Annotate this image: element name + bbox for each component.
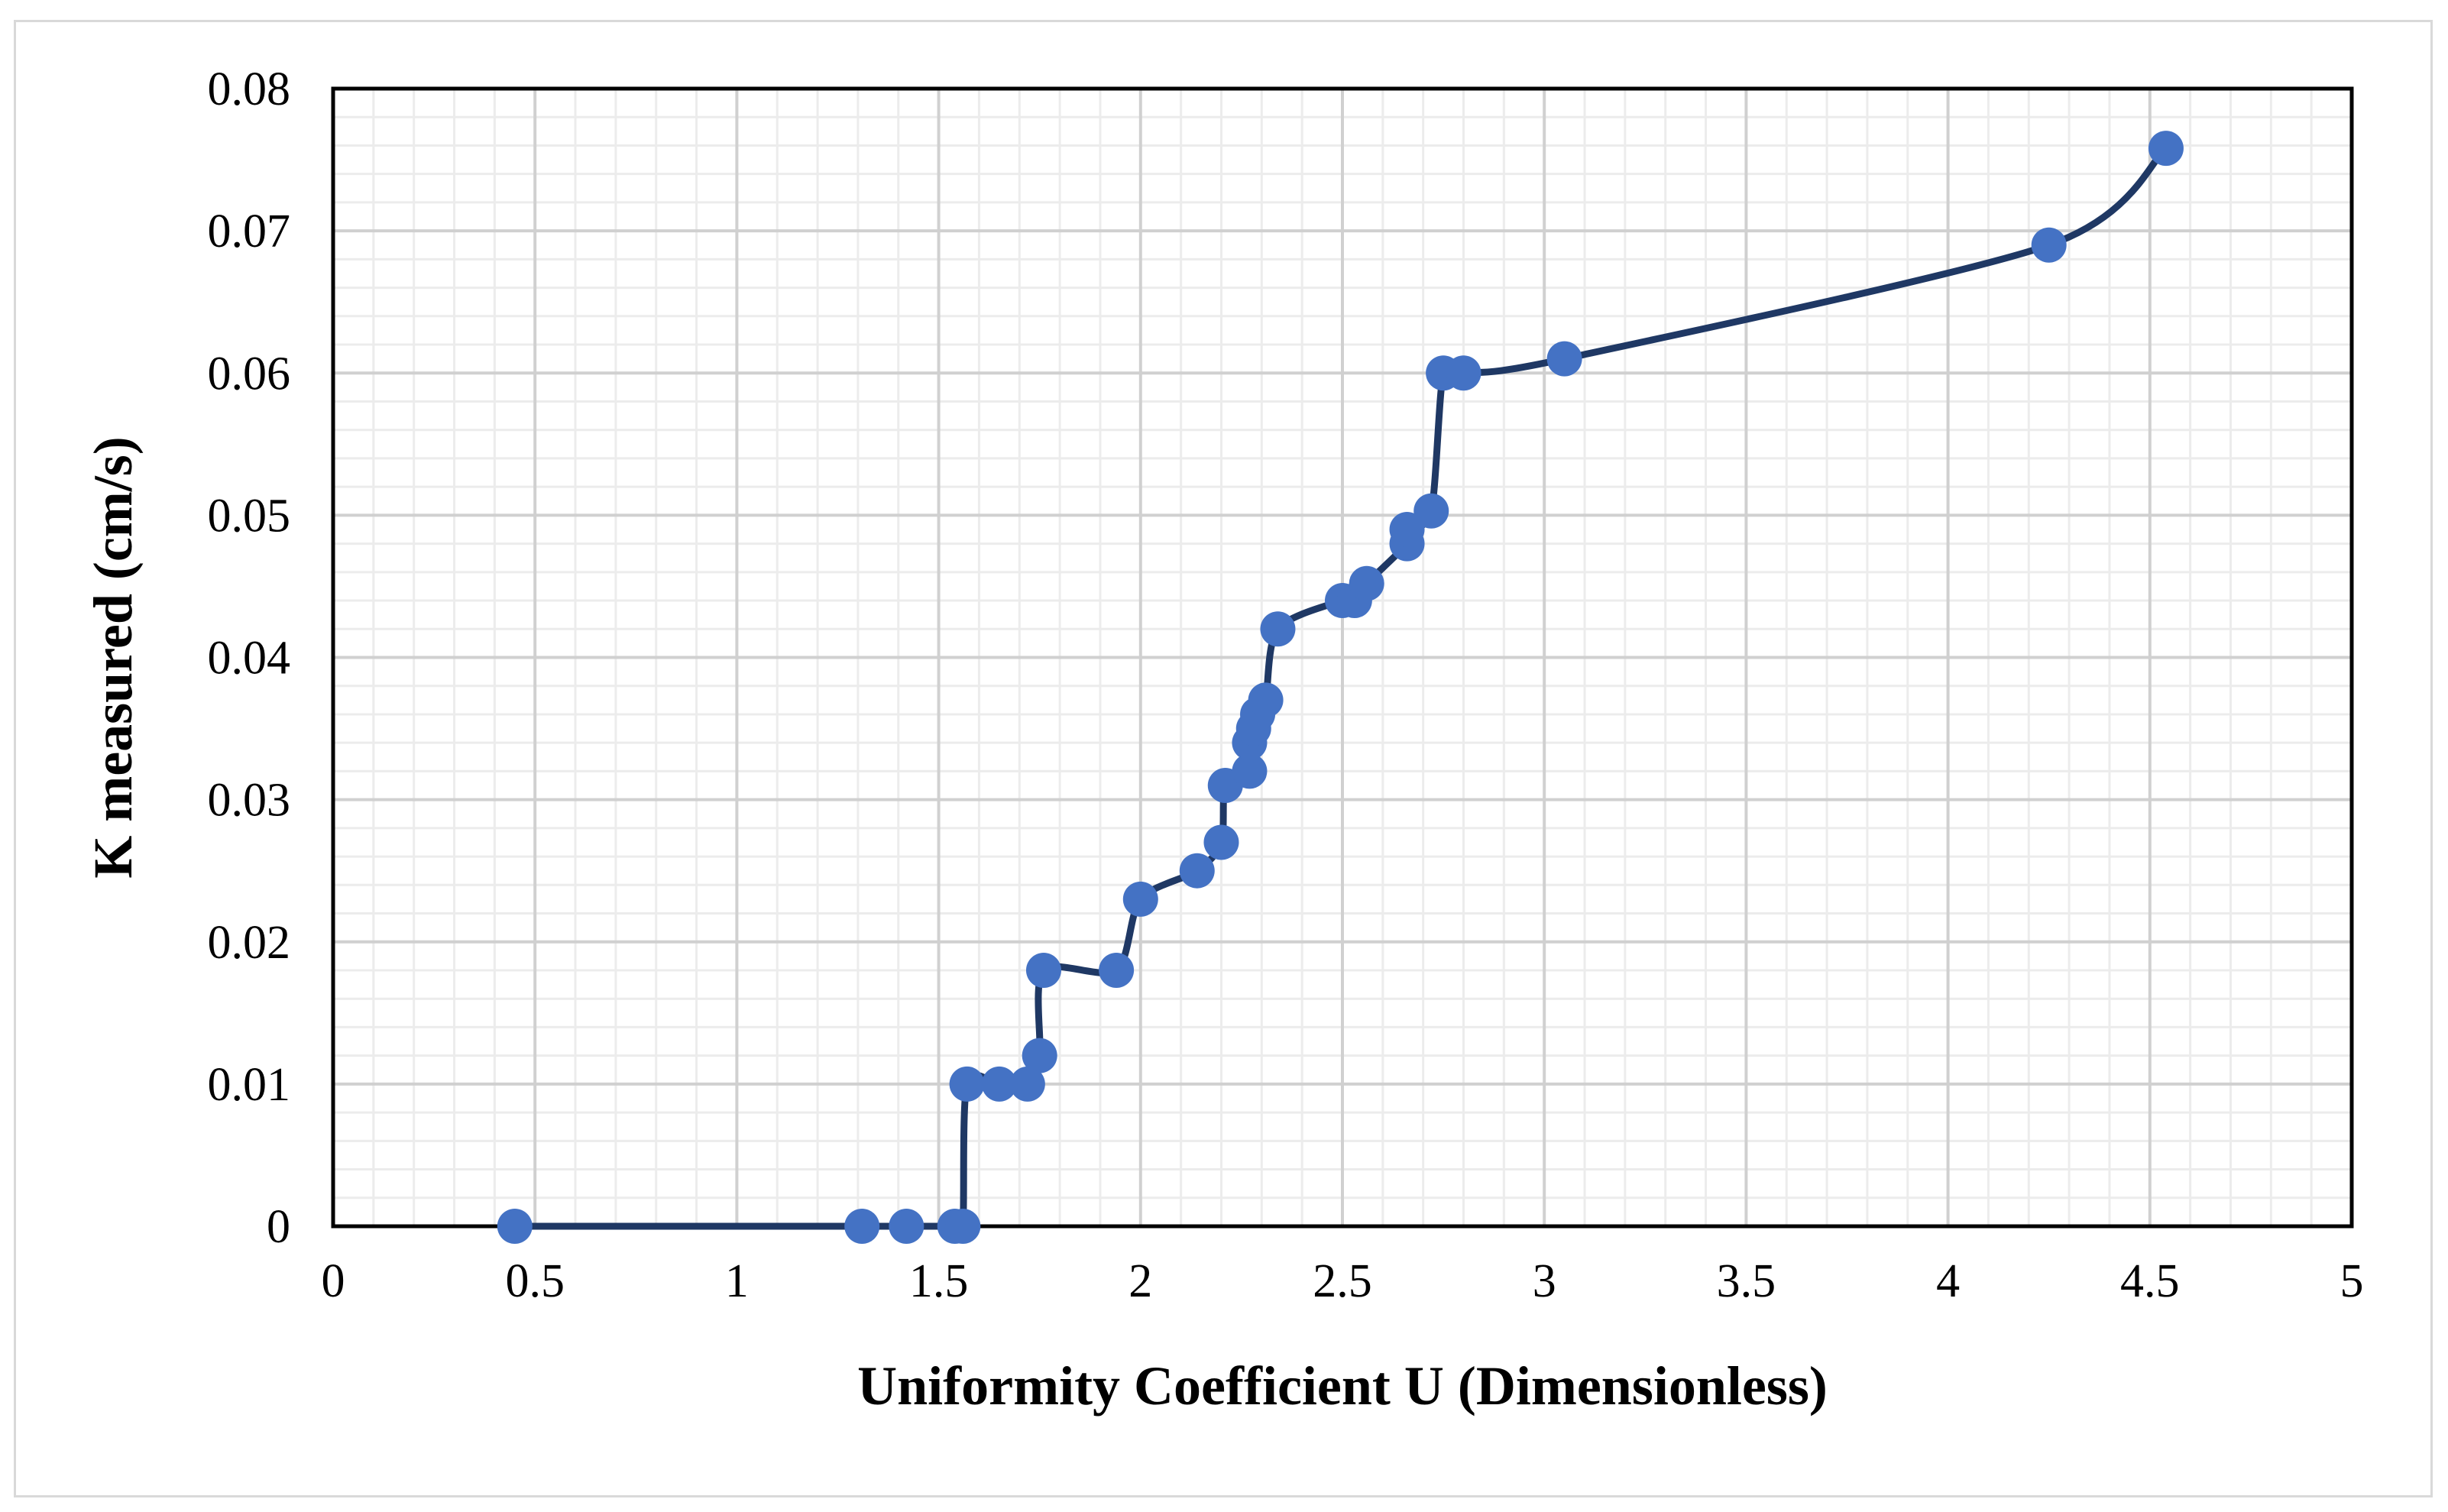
data-point [2148, 131, 2184, 167]
x-tick-label: 0.5 [505, 1255, 565, 1307]
x-tick-label: 1 [725, 1255, 749, 1307]
data-point [889, 1209, 924, 1244]
x-tick-label: 4.5 [2120, 1255, 2180, 1307]
x-tick-label: 2.5 [1313, 1255, 1372, 1307]
data-point [1009, 1066, 1045, 1102]
data-point [1349, 565, 1384, 601]
y-tick-label: 0.03 [208, 775, 291, 827]
data-point [981, 1066, 1017, 1102]
data-point [1546, 341, 1582, 377]
x-axis-tick-labels: 0 0.5 1 1.5 2 2.5 3 3.5 4 4.5 5 [322, 1255, 2364, 1307]
data-point [844, 1209, 880, 1244]
data-point [949, 1066, 985, 1102]
x-tick-label: 4 [1936, 1255, 1960, 1307]
y-axis-title: K measured (cm/s) [83, 436, 144, 879]
y-tick-label: 0 [267, 1201, 290, 1253]
x-tick-label: 2 [1128, 1255, 1152, 1307]
data-point [1022, 1038, 1057, 1073]
data-point [2031, 227, 2067, 263]
data-point [1025, 952, 1061, 988]
y-tick-label: 0.04 [208, 633, 291, 685]
major-gridlines [332, 87, 2353, 1228]
data-point [1446, 355, 1481, 391]
data-point [1260, 611, 1296, 647]
x-tick-label: 5 [2340, 1255, 2364, 1307]
data-point [1203, 824, 1239, 860]
series-layer [497, 131, 2184, 1244]
y-tick-label: 0.01 [208, 1059, 291, 1111]
data-point [1248, 682, 1284, 718]
data-point [1389, 511, 1425, 547]
y-tick-label: 0.08 [208, 63, 291, 115]
data-point [497, 1209, 533, 1244]
y-tick-label: 0.07 [208, 206, 291, 257]
y-tick-label: 0.05 [208, 490, 291, 542]
data-point [1122, 881, 1158, 917]
x-tick-label: 3 [1533, 1255, 1556, 1307]
data-point [1232, 753, 1268, 789]
y-axis-tick-labels: 0 0.01 0.02 0.03 0.04 0.05 0.06 0.07 0.08 [208, 63, 291, 1253]
x-tick-label: 1.5 [909, 1255, 969, 1307]
y-tick-label: 0.02 [208, 917, 291, 969]
x-tick-label: 0 [322, 1255, 345, 1307]
x-axis-title: Uniformity Coefficient U (Dimensionless) [857, 1355, 1828, 1416]
data-point [1179, 853, 1215, 889]
plot-border [331, 86, 2354, 1229]
data-point [945, 1209, 981, 1244]
y-tick-label: 0.06 [208, 348, 291, 400]
data-point [1413, 493, 1449, 529]
data-point [1099, 952, 1135, 988]
x-tick-label: 3.5 [1717, 1255, 1776, 1307]
